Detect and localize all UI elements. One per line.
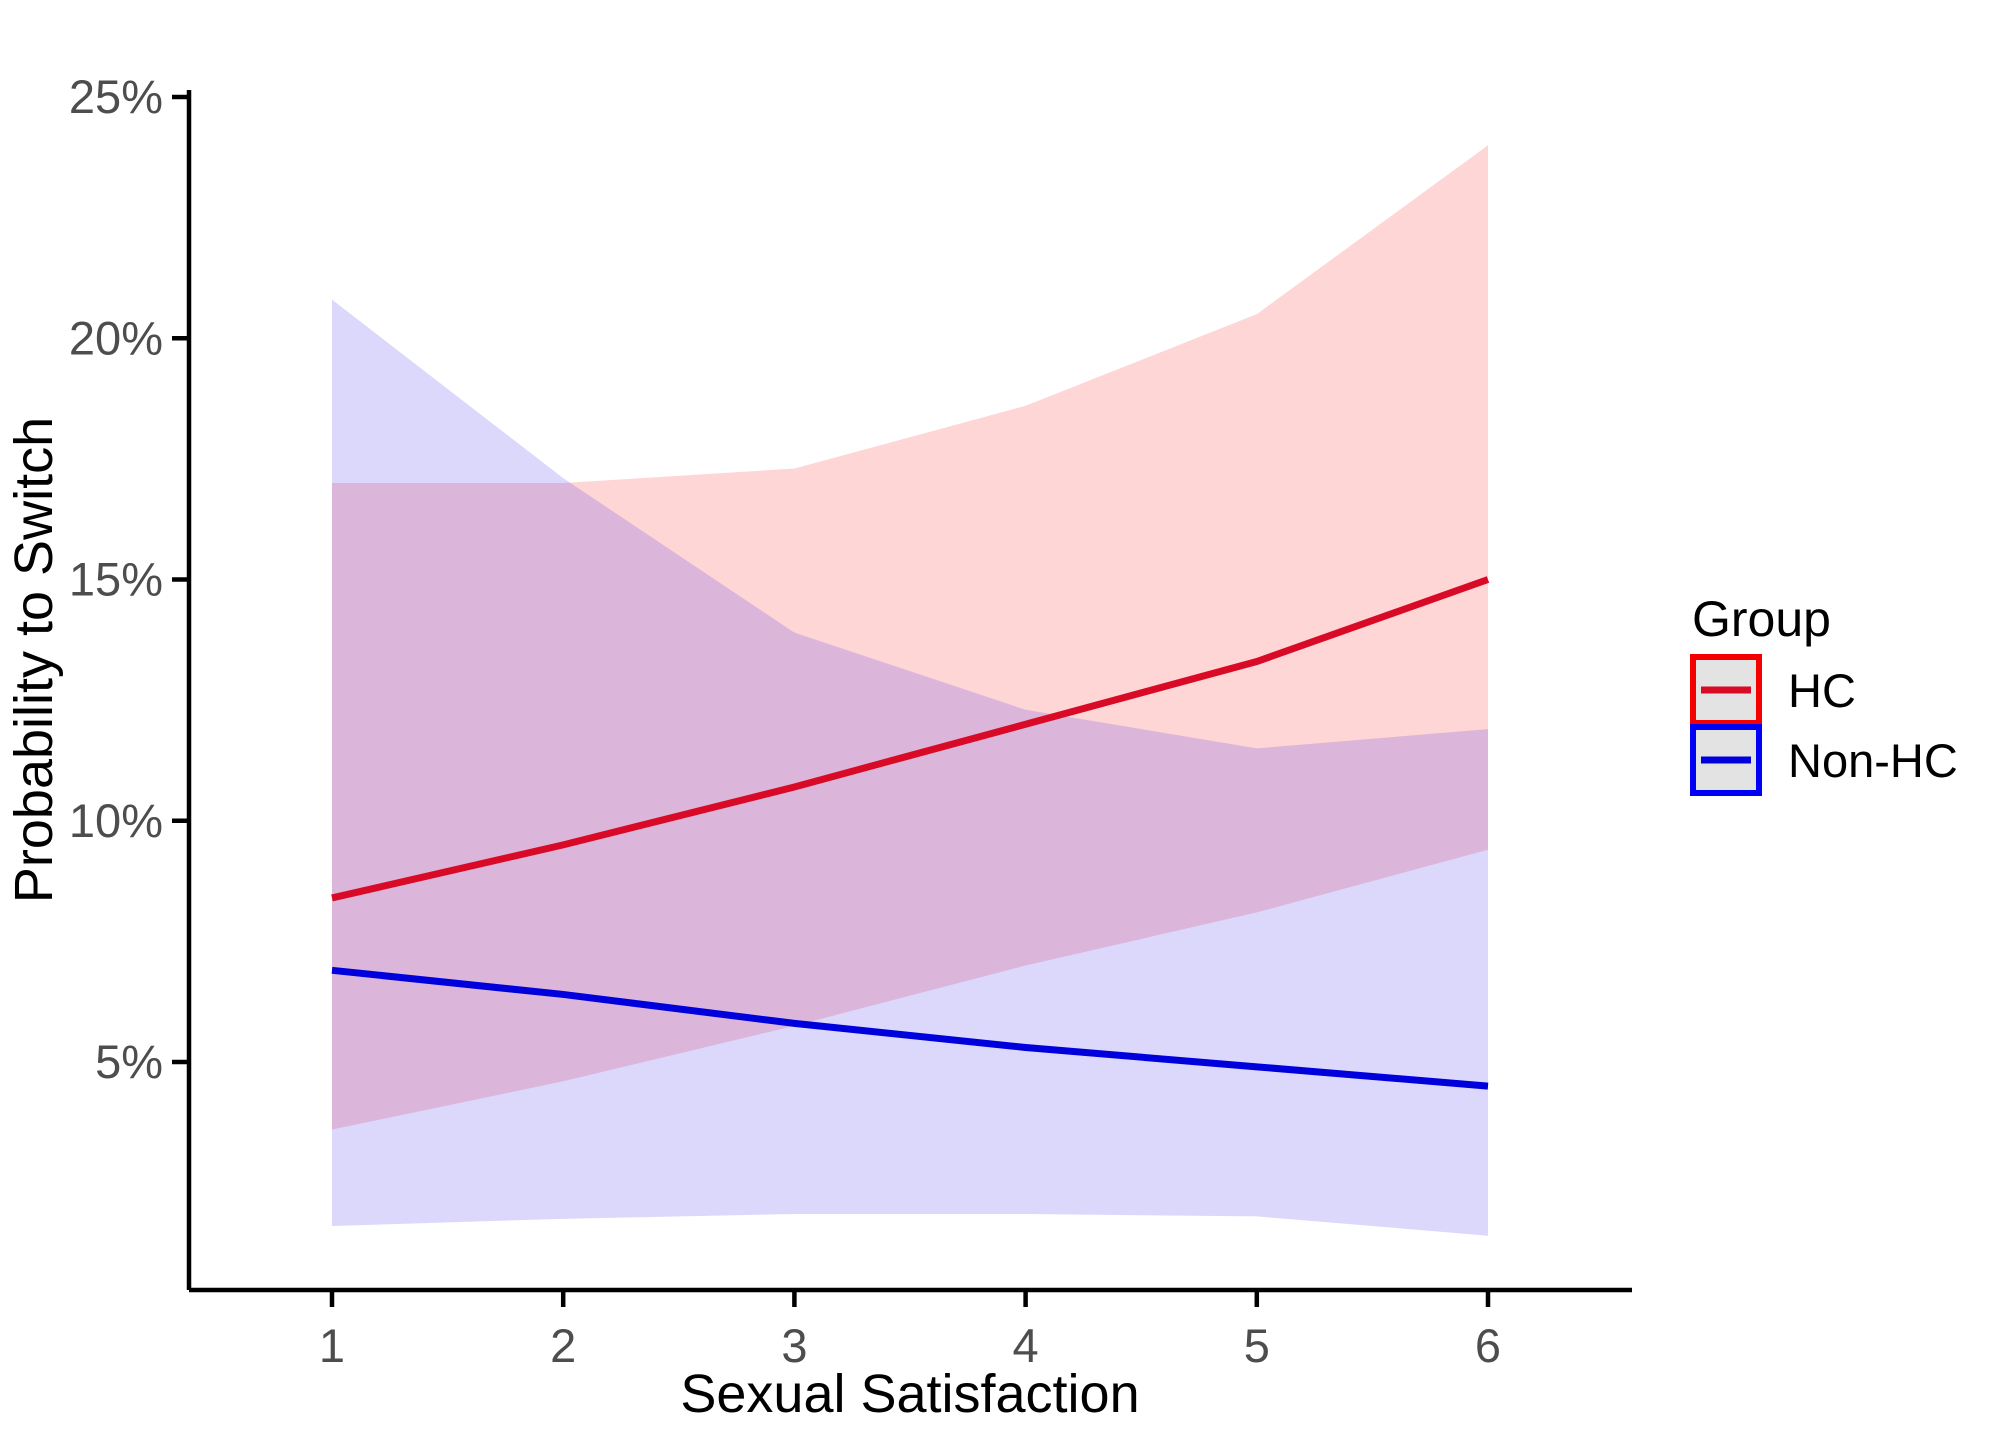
x-tick-label: 3: [781, 1319, 807, 1372]
x-tick-label: 5: [1244, 1319, 1270, 1372]
x-axis-title: Sexual Satisfaction: [680, 1364, 1139, 1424]
hc-line: [331, 576, 1490, 902]
x-tick-label: 2: [550, 1319, 576, 1372]
legend: Group HC Non-HC: [1690, 591, 1958, 796]
legend-label-hc: HC: [1788, 664, 1856, 717]
y-tick-label: 20%: [69, 311, 163, 364]
x-tick-label: 1: [319, 1319, 345, 1372]
hc-confidence-band: [332, 145, 1488, 1130]
nonhc-line: [331, 966, 1489, 1090]
legend-title: Group: [1692, 591, 1831, 647]
legend-label-nonhc: Non-HC: [1788, 734, 1958, 787]
legend-entries: HC Non-HC: [1690, 654, 1958, 796]
axes: [172, 90, 1632, 1307]
x-tick-label: 6: [1475, 1319, 1501, 1372]
tick-labels: 25% 20% 15% 10% 5% 1 2 3 4 5 6: [69, 70, 1501, 1372]
data-lines: [331, 576, 1490, 1090]
y-tick-label: 15%: [69, 553, 163, 606]
y-tick-label: 5%: [95, 1035, 163, 1088]
y-tick-label: 25%: [69, 70, 163, 123]
x-tick-label: 4: [1013, 1319, 1039, 1372]
y-axis-title: Probability to Switch: [4, 417, 64, 903]
y-tick-label: 10%: [69, 794, 163, 847]
